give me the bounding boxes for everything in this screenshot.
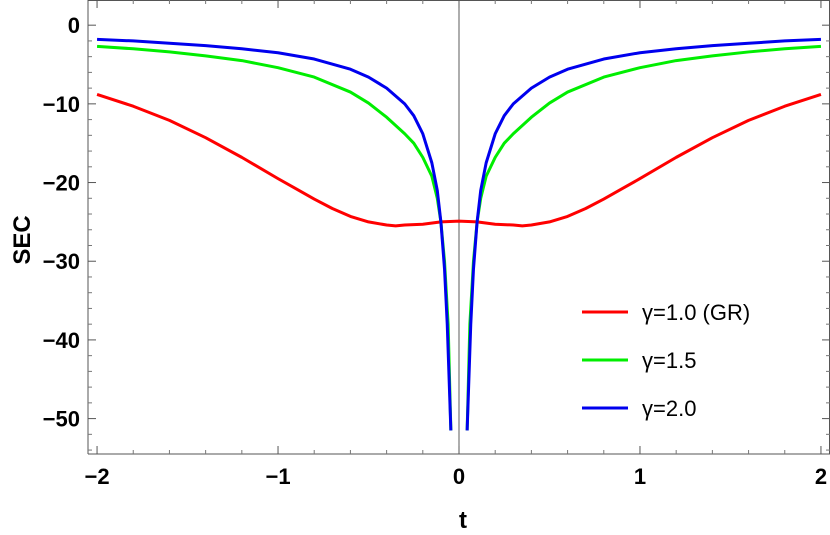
- y-tick-label: −50: [43, 407, 80, 432]
- legend: γ=1.0 (GR) γ=1.5 γ=2.0: [582, 300, 750, 421]
- y-tick-label: 0: [68, 13, 80, 38]
- x-tick-label: 1: [634, 464, 646, 489]
- x-tick-label: −2: [85, 464, 110, 489]
- legend-label-1: γ=1.0 (GR): [642, 300, 750, 325]
- y-axis-title: SEC: [9, 215, 36, 264]
- series-line-3: [96, 37, 822, 431]
- series-layer: [96, 37, 822, 431]
- y-tick-label: −10: [43, 92, 80, 117]
- ticks-layer: −2 −1 0 1 20−10−20−30−40−50: [43, 0, 830, 489]
- legend-label-2: γ=1.5: [642, 348, 696, 373]
- y-tick-label: −30: [43, 249, 80, 274]
- x-axis-title: t: [459, 507, 467, 534]
- x-tick-label: 0: [453, 464, 465, 489]
- series-line-1: [96, 92, 822, 228]
- x-tick-label: 2: [815, 464, 827, 489]
- y-tick-label: −40: [43, 328, 80, 353]
- x-tick-label: −1: [265, 464, 290, 489]
- legend-label-3: γ=2.0: [642, 396, 696, 421]
- y-tick-label: −20: [43, 171, 80, 196]
